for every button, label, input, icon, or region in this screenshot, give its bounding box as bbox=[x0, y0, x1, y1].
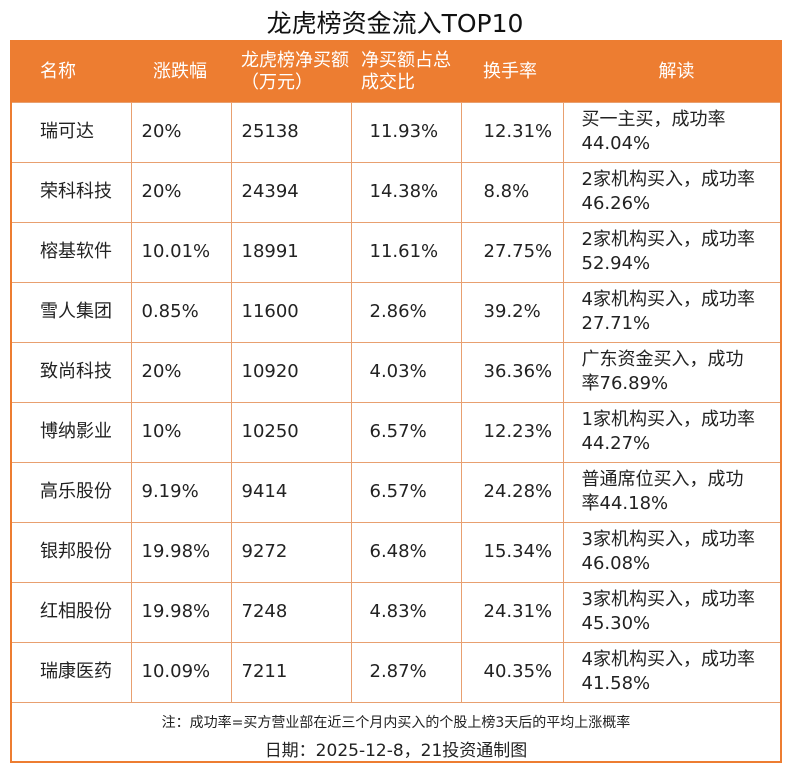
table-row: 博纳影业 10% 10250 6.57% 12.23% 1家机构买入，成功率44.27% bbox=[12, 401, 780, 462]
table-row: 瑞可达 20% 25138 11.93% 12.31% 买一主买，成功率44.04% bbox=[12, 101, 780, 162]
turnover-rate-cell: 40.35% bbox=[461, 641, 564, 702]
turnover-rate-cell: 24.28% bbox=[461, 461, 564, 522]
turnover-rate-cell: 15.34% bbox=[461, 521, 564, 582]
change-pct-cell: 10% bbox=[131, 401, 232, 462]
reading-cell: 1家机构买入，成功率44.27% bbox=[563, 401, 780, 462]
stock-name-cell: 红相股份 bbox=[12, 581, 132, 642]
net-ratio-cell: 6.57% bbox=[351, 461, 462, 522]
table-row: 瑞康医药 10.09% 7211 2.87% 40.35% 4家机构买入，成功率41.58… bbox=[12, 641, 780, 702]
net-buy-cell: 11600 bbox=[231, 281, 352, 342]
stock-name-cell: 银邦股份 bbox=[12, 521, 132, 582]
reading-cell: 4家机构买入，成功率41.58% bbox=[563, 641, 780, 702]
stock-name-cell: 瑞可达 bbox=[12, 101, 132, 162]
net-buy-cell: 9272 bbox=[231, 521, 352, 582]
reading-cell: 3家机构买入，成功率45.30% bbox=[563, 581, 780, 642]
net-buy-cell: 25138 bbox=[231, 101, 352, 162]
turnover-rate-cell: 12.23% bbox=[461, 401, 564, 462]
reading-cell: 广东资金买入，成功率76.89% bbox=[563, 341, 780, 402]
table-row: 银邦股份 19.98% 9272 6.48% 15.34% 3家机构买入，成功率46.08… bbox=[12, 521, 780, 582]
data-table: 名称 涨跌幅 龙虎榜净买额（万元） 净买额占总成交比 换手率 解读 瑞可达 20%… bbox=[12, 42, 780, 702]
change-pct-cell: 20% bbox=[131, 341, 232, 402]
header-row: 名称 涨跌幅 龙虎榜净买额（万元） 净买额占总成交比 换手率 解读 bbox=[12, 42, 780, 102]
net-ratio-cell: 2.87% bbox=[351, 641, 462, 702]
data-table-frame: 名称 涨跌幅 龙虎榜净买额（万元） 净买额占总成交比 换手率 解读 瑞可达 20%… bbox=[10, 40, 782, 763]
net-ratio-cell: 4.83% bbox=[351, 581, 462, 642]
turnover-rate-cell: 12.31% bbox=[461, 101, 564, 162]
reading-cell: 2家机构买入，成功率52.94% bbox=[563, 221, 780, 282]
net-buy-cell: 9414 bbox=[231, 461, 352, 522]
header-net-buy: 龙虎榜净买额（万元） bbox=[231, 42, 351, 102]
header-net-ratio: 净买额占总成交比 bbox=[351, 42, 461, 102]
change-pct-cell: 19.98% bbox=[131, 521, 232, 582]
net-ratio-cell: 6.57% bbox=[351, 401, 462, 462]
stock-name-cell: 雪人集团 bbox=[12, 281, 132, 342]
stock-name-cell: 博纳影业 bbox=[12, 401, 132, 462]
table-row: 雪人集团 0.85% 11600 2.86% 39.2% 4家机构买入，成功率27.71% bbox=[12, 281, 780, 342]
footer-note: 注：成功率=买方营业部在近三个月内买入的个股上榜3天后的平均上涨概率 bbox=[161, 715, 631, 731]
turnover-rate-cell: 24.31% bbox=[461, 581, 564, 642]
stock-name-cell: 榕基软件 bbox=[12, 221, 132, 282]
stock-name-cell: 致尚科技 bbox=[12, 341, 132, 402]
reading-cell: 买一主买，成功率44.04% bbox=[563, 101, 780, 162]
header-name: 名称 bbox=[12, 42, 131, 102]
header-turnover: 换手率 bbox=[461, 42, 563, 102]
net-buy-cell: 7248 bbox=[231, 581, 352, 642]
turnover-rate-cell: 8.8% bbox=[461, 161, 564, 222]
header-change: 涨跌幅 bbox=[131, 42, 231, 102]
net-ratio-cell: 6.48% bbox=[351, 521, 462, 582]
table-row: 荣科科技 20% 24394 14.38% 8.8% 2家机构买入，成功率46.26% bbox=[12, 161, 780, 222]
net-ratio-cell: 11.93% bbox=[351, 101, 462, 162]
change-pct-cell: 20% bbox=[131, 161, 232, 222]
net-ratio-cell: 4.03% bbox=[351, 341, 462, 402]
turnover-rate-cell: 27.75% bbox=[461, 221, 564, 282]
reading-cell: 4家机构买入，成功率27.71% bbox=[563, 281, 780, 342]
change-pct-cell: 20% bbox=[131, 101, 232, 162]
reading-cell: 2家机构买入，成功率46.26% bbox=[563, 161, 780, 222]
net-buy-cell: 10250 bbox=[231, 401, 352, 462]
net-buy-cell: 24394 bbox=[231, 161, 352, 222]
header-reading: 解读 bbox=[563, 42, 780, 102]
reading-cell: 3家机构买入，成功率46.08% bbox=[563, 521, 780, 582]
footer-date: 日期：2025-12-8，21投资通制图 bbox=[264, 741, 528, 761]
footer: 注：成功率=买方营业部在近三个月内买入的个股上榜3天后的平均上涨概率 日期：20… bbox=[12, 702, 780, 763]
table-row: 榕基软件 10.01% 18991 11.61% 27.75% 2家机构买入，成功率52.… bbox=[12, 221, 780, 282]
change-pct-cell: 10.09% bbox=[131, 641, 232, 702]
net-buy-cell: 7211 bbox=[231, 641, 352, 702]
change-pct-cell: 19.98% bbox=[131, 581, 232, 642]
stock-name-cell: 高乐股份 bbox=[12, 461, 132, 522]
turnover-rate-cell: 36.36% bbox=[461, 341, 564, 402]
change-pct-cell: 9.19% bbox=[131, 461, 232, 522]
net-ratio-cell: 11.61% bbox=[351, 221, 462, 282]
table-title: 龙虎榜资金流入TOP10 bbox=[266, 9, 524, 38]
net-ratio-cell: 14.38% bbox=[351, 161, 462, 222]
net-ratio-cell: 2.86% bbox=[351, 281, 462, 342]
reading-cell: 普通席位买入，成功率44.18% bbox=[563, 461, 780, 522]
stock-name-cell: 荣科科技 bbox=[12, 161, 132, 222]
turnover-rate-cell: 39.2% bbox=[461, 281, 564, 342]
stock-name-cell: 瑞康医药 bbox=[12, 641, 132, 702]
table-row: 高乐股份 9.19% 9414 6.57% 24.28% 普通席位买入，成功率44.18% bbox=[12, 461, 780, 522]
net-buy-cell: 18991 bbox=[231, 221, 352, 282]
net-buy-cell: 10920 bbox=[231, 341, 352, 402]
change-pct-cell: 10.01% bbox=[131, 221, 232, 282]
table-row: 红相股份 19.98% 7248 4.83% 24.31% 3家机构买入，成功率45.30… bbox=[12, 581, 780, 642]
table-row: 致尚科技 20% 10920 4.03% 36.36% 广东资金买入，成功率76.89% bbox=[12, 341, 780, 402]
change-pct-cell: 0.85% bbox=[131, 281, 232, 342]
